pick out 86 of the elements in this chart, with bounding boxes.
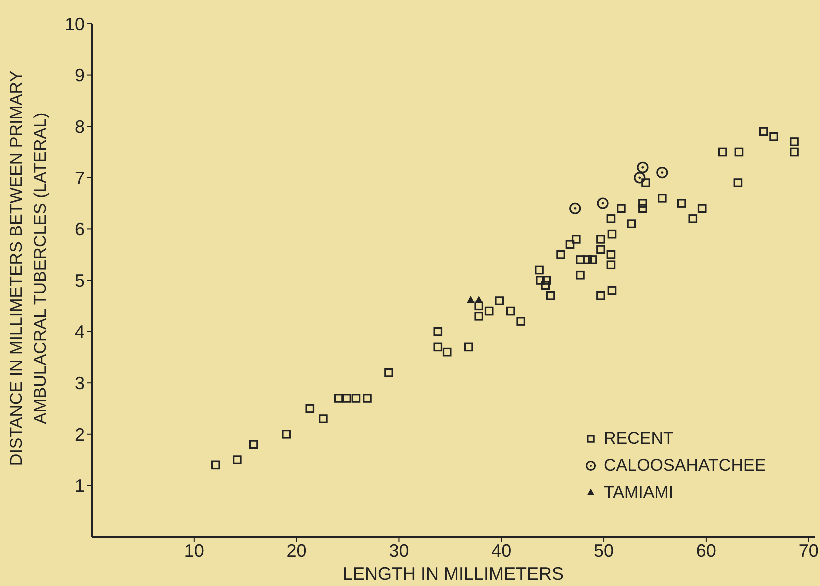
point [637, 162, 649, 174]
point [638, 199, 648, 208]
point [759, 127, 768, 136]
point [541, 281, 550, 290]
point [506, 306, 516, 316]
y-tick-label: 10 [64, 14, 85, 34]
point [576, 256, 585, 264]
legend-label: RECENT [604, 428, 674, 450]
point [617, 204, 626, 214]
point [596, 235, 606, 244]
point [608, 230, 617, 239]
y-tick-label: 6 [74, 220, 85, 240]
point [734, 178, 743, 188]
point [466, 296, 475, 304]
point [542, 276, 552, 285]
y-tick-label: 8 [74, 116, 85, 137]
point [536, 276, 545, 285]
y-tick-label: 5 [74, 270, 85, 291]
point [596, 245, 606, 254]
point [516, 317, 526, 326]
point [656, 166, 668, 179]
x-tick-label: 40 [492, 540, 512, 561]
x-tick-label: 20 [286, 540, 307, 561]
point [734, 148, 744, 157]
y-tick-label: 4 [74, 322, 85, 342]
x-tick-label: 30 [389, 540, 410, 561]
point [566, 240, 575, 249]
x-tick-label: 50 [594, 540, 614, 561]
point [627, 220, 636, 228]
point [638, 204, 648, 214]
point [442, 348, 452, 357]
point [608, 286, 617, 296]
y-tick-label: 1 [74, 476, 85, 496]
point [233, 456, 242, 464]
point [535, 266, 544, 275]
legend-label: TAMIAMI [604, 482, 674, 504]
point [583, 256, 592, 264]
point [334, 394, 344, 403]
point [588, 256, 598, 264]
point [606, 260, 616, 270]
point [474, 302, 484, 311]
point [249, 440, 258, 450]
point [570, 202, 582, 214]
point [306, 404, 315, 414]
point [576, 270, 585, 280]
point [698, 204, 707, 214]
point [596, 291, 606, 300]
point [212, 460, 220, 470]
x-tick-label: 10 [184, 540, 204, 561]
point [384, 368, 394, 378]
point [474, 312, 484, 321]
point [597, 198, 609, 210]
point [556, 250, 566, 260]
point [319, 414, 328, 424]
point [606, 214, 616, 224]
point [434, 342, 443, 352]
legend-label: CALOOSAHATCHEE [604, 455, 766, 477]
point [677, 199, 686, 208]
point [484, 306, 494, 316]
point [718, 148, 728, 157]
point [790, 148, 799, 157]
point [606, 250, 616, 260]
point [464, 342, 474, 352]
point [658, 194, 667, 203]
point [282, 430, 291, 439]
point [363, 394, 372, 403]
point [770, 132, 778, 142]
y-tick-label: 9 [74, 66, 85, 86]
x-axis-title: LENGTH IN MILLIMETERS [342, 564, 564, 584]
x-tick-label: 70 [798, 540, 819, 561]
point [790, 138, 799, 146]
point [642, 178, 650, 188]
point [572, 235, 581, 244]
y-tick-label: 2 [74, 424, 85, 445]
y-tick-label: 3 [74, 373, 85, 394]
point [495, 296, 504, 306]
point [546, 291, 556, 300]
x-tick-label: 60 [696, 540, 716, 561]
point [342, 394, 352, 403]
y-tick-label: 7 [74, 168, 85, 188]
point [688, 214, 698, 224]
point [634, 172, 646, 184]
point [434, 327, 443, 336]
point [352, 394, 361, 403]
y-axis-title: DISTANCE IN MILLIMETERS BETWEEN PRIMARY AMBULACRAL TUBERCLES (LATERAL) [7, 70, 50, 466]
point [475, 296, 484, 304]
